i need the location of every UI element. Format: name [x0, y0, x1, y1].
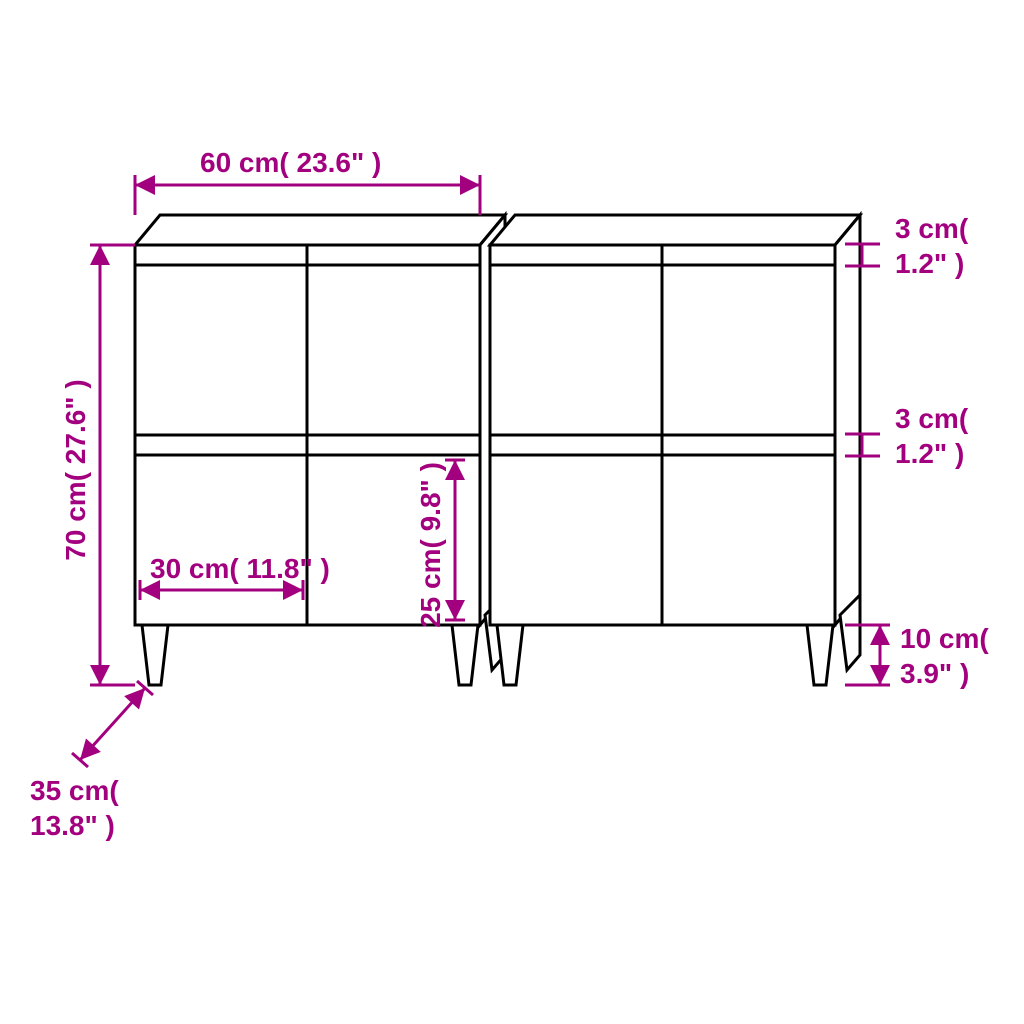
dimension-gap-top: 3 cm( 1.2" ) [845, 213, 969, 279]
label-drawer-width: 30 cm( 11.8" ) [150, 553, 330, 584]
label-gap-top-2: 1.2" ) [895, 248, 964, 279]
dimension-leg-height: 10 cm( 3.9" ) [845, 623, 989, 689]
label-depth-2: 13.8" ) [30, 810, 115, 841]
dimension-gap-mid: 3 cm( 1.2" ) [845, 403, 969, 469]
label-height: 70 cm( 27.6" ) [60, 379, 91, 560]
label-gap-top-1: 3 cm( [895, 213, 969, 244]
label-drawer-height: 25 cm( 9.8" ) [415, 462, 446, 628]
furniture-drawing [135, 215, 860, 685]
label-top-width: 60 cm( 23.6" ) [200, 147, 381, 178]
dimension-height: 70 cm( 27.6" ) [60, 245, 135, 685]
label-gap-mid-2: 1.2" ) [895, 438, 964, 469]
label-depth-1: 35 cm( [30, 775, 119, 806]
cabinet-right [490, 215, 860, 685]
cabinet-left [135, 215, 505, 685]
dimension-depth: 35 cm( 13.8" ) [30, 681, 153, 841]
label-gap-mid-1: 3 cm( [895, 403, 969, 434]
dimension-top-width: 60 cm( 23.6" ) [135, 147, 480, 215]
label-leg-2: 3.9" ) [900, 658, 969, 689]
label-leg-1: 10 cm( [900, 623, 989, 654]
